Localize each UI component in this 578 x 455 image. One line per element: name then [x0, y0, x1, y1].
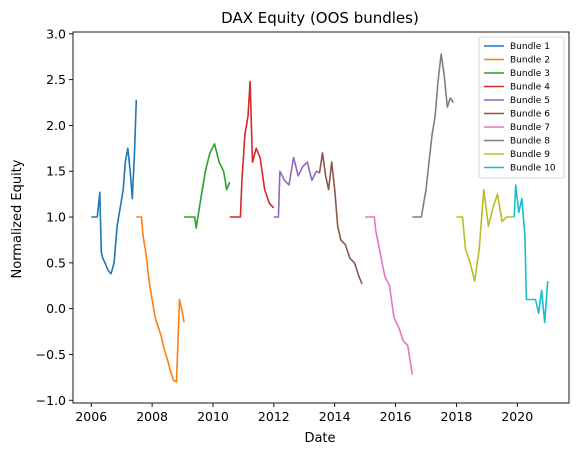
series-line-bundle-9 [456, 190, 514, 282]
legend-label-bundle-1: Bundle 1 [510, 42, 550, 52]
legend: Bundle 1 Bundle 2 Bundle 3 Bundle 4 Bundle 5… [479, 37, 564, 178]
x-tick-label: 2006 [75, 409, 107, 424]
legend-label-bundle-9: Bundle 9 [510, 150, 550, 160]
y-tick-label: 2.5 [46, 72, 66, 87]
y-axis-label: Normalized Equity [10, 159, 25, 278]
chart-title: DAX Equity (OOS bundles) [221, 9, 419, 27]
x-tick-label: 2008 [136, 409, 168, 424]
series-line-bundle-7 [365, 217, 412, 375]
legend-label-bundle-4: Bundle 4 [510, 83, 550, 93]
series-line-bundle-1 [91, 100, 136, 274]
y-tick-label: 3.0 [46, 26, 66, 41]
x-tick-label: 2018 [441, 409, 473, 424]
legend-label-bundle-5: Bundle 5 [510, 96, 550, 106]
series-line-bundle-2 [136, 217, 184, 382]
series-line-bundle-4 [230, 82, 274, 218]
y-tick-label: −1.0 [36, 393, 66, 408]
y-tick-label: 0.5 [46, 255, 66, 270]
y-tick-label: 2.0 [46, 118, 66, 133]
x-axis-ticks: 2006 2008 2010 2012 2014 2016 2018 2020 [75, 403, 533, 424]
x-tick-label: 2012 [258, 409, 290, 424]
series-line-bundle-6 [320, 153, 363, 284]
x-axis-label: Date [304, 431, 335, 446]
legend-label-bundle-2: Bundle 2 [510, 56, 550, 66]
x-tick-label: 2014 [319, 409, 351, 424]
series-line-bundle-10 [514, 185, 548, 322]
x-tick-label: 2010 [197, 409, 229, 424]
legend-label-bundle-10: Bundle 10 [510, 164, 556, 174]
y-axis-ticks: −1.0 −0.5 0.0 0.5 1.0 1.5 2.0 2.5 3.0 [36, 26, 73, 407]
legend-label-bundle-6: Bundle 6 [510, 110, 550, 120]
legend-label-bundle-8: Bundle 8 [510, 137, 550, 147]
y-tick-label: 0.0 [46, 301, 66, 316]
series-line-bundle-8 [412, 54, 453, 217]
legend-label-bundle-3: Bundle 3 [510, 69, 550, 79]
y-tick-label: 1.0 [46, 210, 66, 225]
y-tick-label: −0.5 [36, 347, 66, 362]
y-tick-label: 1.5 [46, 164, 66, 179]
x-tick-label: 2020 [501, 409, 533, 424]
legend-label-bundle-7: Bundle 7 [510, 123, 550, 133]
series-line-bundle-5 [274, 158, 320, 218]
series-line-bundle-3 [184, 144, 230, 228]
x-tick-label: 2016 [380, 409, 412, 424]
